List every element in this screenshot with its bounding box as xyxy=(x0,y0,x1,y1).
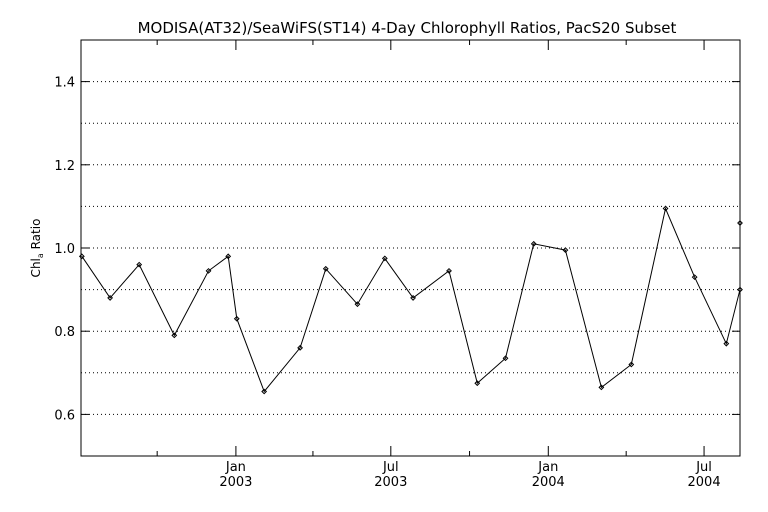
data-point xyxy=(322,265,329,272)
data-point xyxy=(662,205,669,212)
y-tick-label: 1.0 xyxy=(54,242,75,257)
y-tick-label: 0.8 xyxy=(54,325,75,340)
x-tick-label-year: 2003 xyxy=(219,475,252,490)
gridlines xyxy=(81,81,740,415)
data-point xyxy=(233,315,240,322)
y-axis-label: Chla Ratio xyxy=(29,219,45,278)
data-point xyxy=(171,332,178,339)
data-point xyxy=(737,286,743,293)
data-point xyxy=(446,267,452,274)
y-tick-label: 0.6 xyxy=(54,408,75,423)
series-polyline xyxy=(81,206,741,393)
data-point xyxy=(136,261,143,268)
data-point xyxy=(737,220,743,226)
x-tick-label-month: Jul xyxy=(695,460,712,475)
data-point xyxy=(297,344,304,351)
y-tick-label: 1.2 xyxy=(54,159,75,174)
data-point xyxy=(598,384,605,391)
data-point xyxy=(691,274,698,281)
data-point xyxy=(261,388,268,395)
x-tick-label-month: Jan xyxy=(225,460,246,475)
y-tick-label: 1.4 xyxy=(54,76,75,91)
data-point xyxy=(723,340,730,347)
data-point xyxy=(225,253,232,260)
data-point xyxy=(78,253,85,260)
x-tick-label-month: Jul xyxy=(382,460,399,475)
data-point xyxy=(474,380,481,387)
data-point xyxy=(502,355,509,362)
chart-title: MODISA(AT32)/SeaWiFS(ST14) 4-Day Chlorop… xyxy=(138,19,677,37)
data-point xyxy=(107,295,114,301)
series-line xyxy=(81,206,741,393)
x-tick-label-year: 2004 xyxy=(688,475,721,490)
data-point xyxy=(205,267,212,274)
data-point xyxy=(410,295,416,301)
x-tick-label-month: Jan xyxy=(537,460,558,475)
x-tick-label-year: 2003 xyxy=(374,475,407,490)
series-markers xyxy=(78,205,743,395)
data-point xyxy=(562,247,569,253)
y-axis-ticks: 0.6 0.8 1.0 1.2 1.4 xyxy=(54,76,740,423)
data-point xyxy=(628,361,635,368)
x-tick-label-year: 2004 xyxy=(532,475,565,490)
data-point xyxy=(354,301,361,308)
data-point xyxy=(381,255,388,262)
data-point xyxy=(530,240,537,247)
